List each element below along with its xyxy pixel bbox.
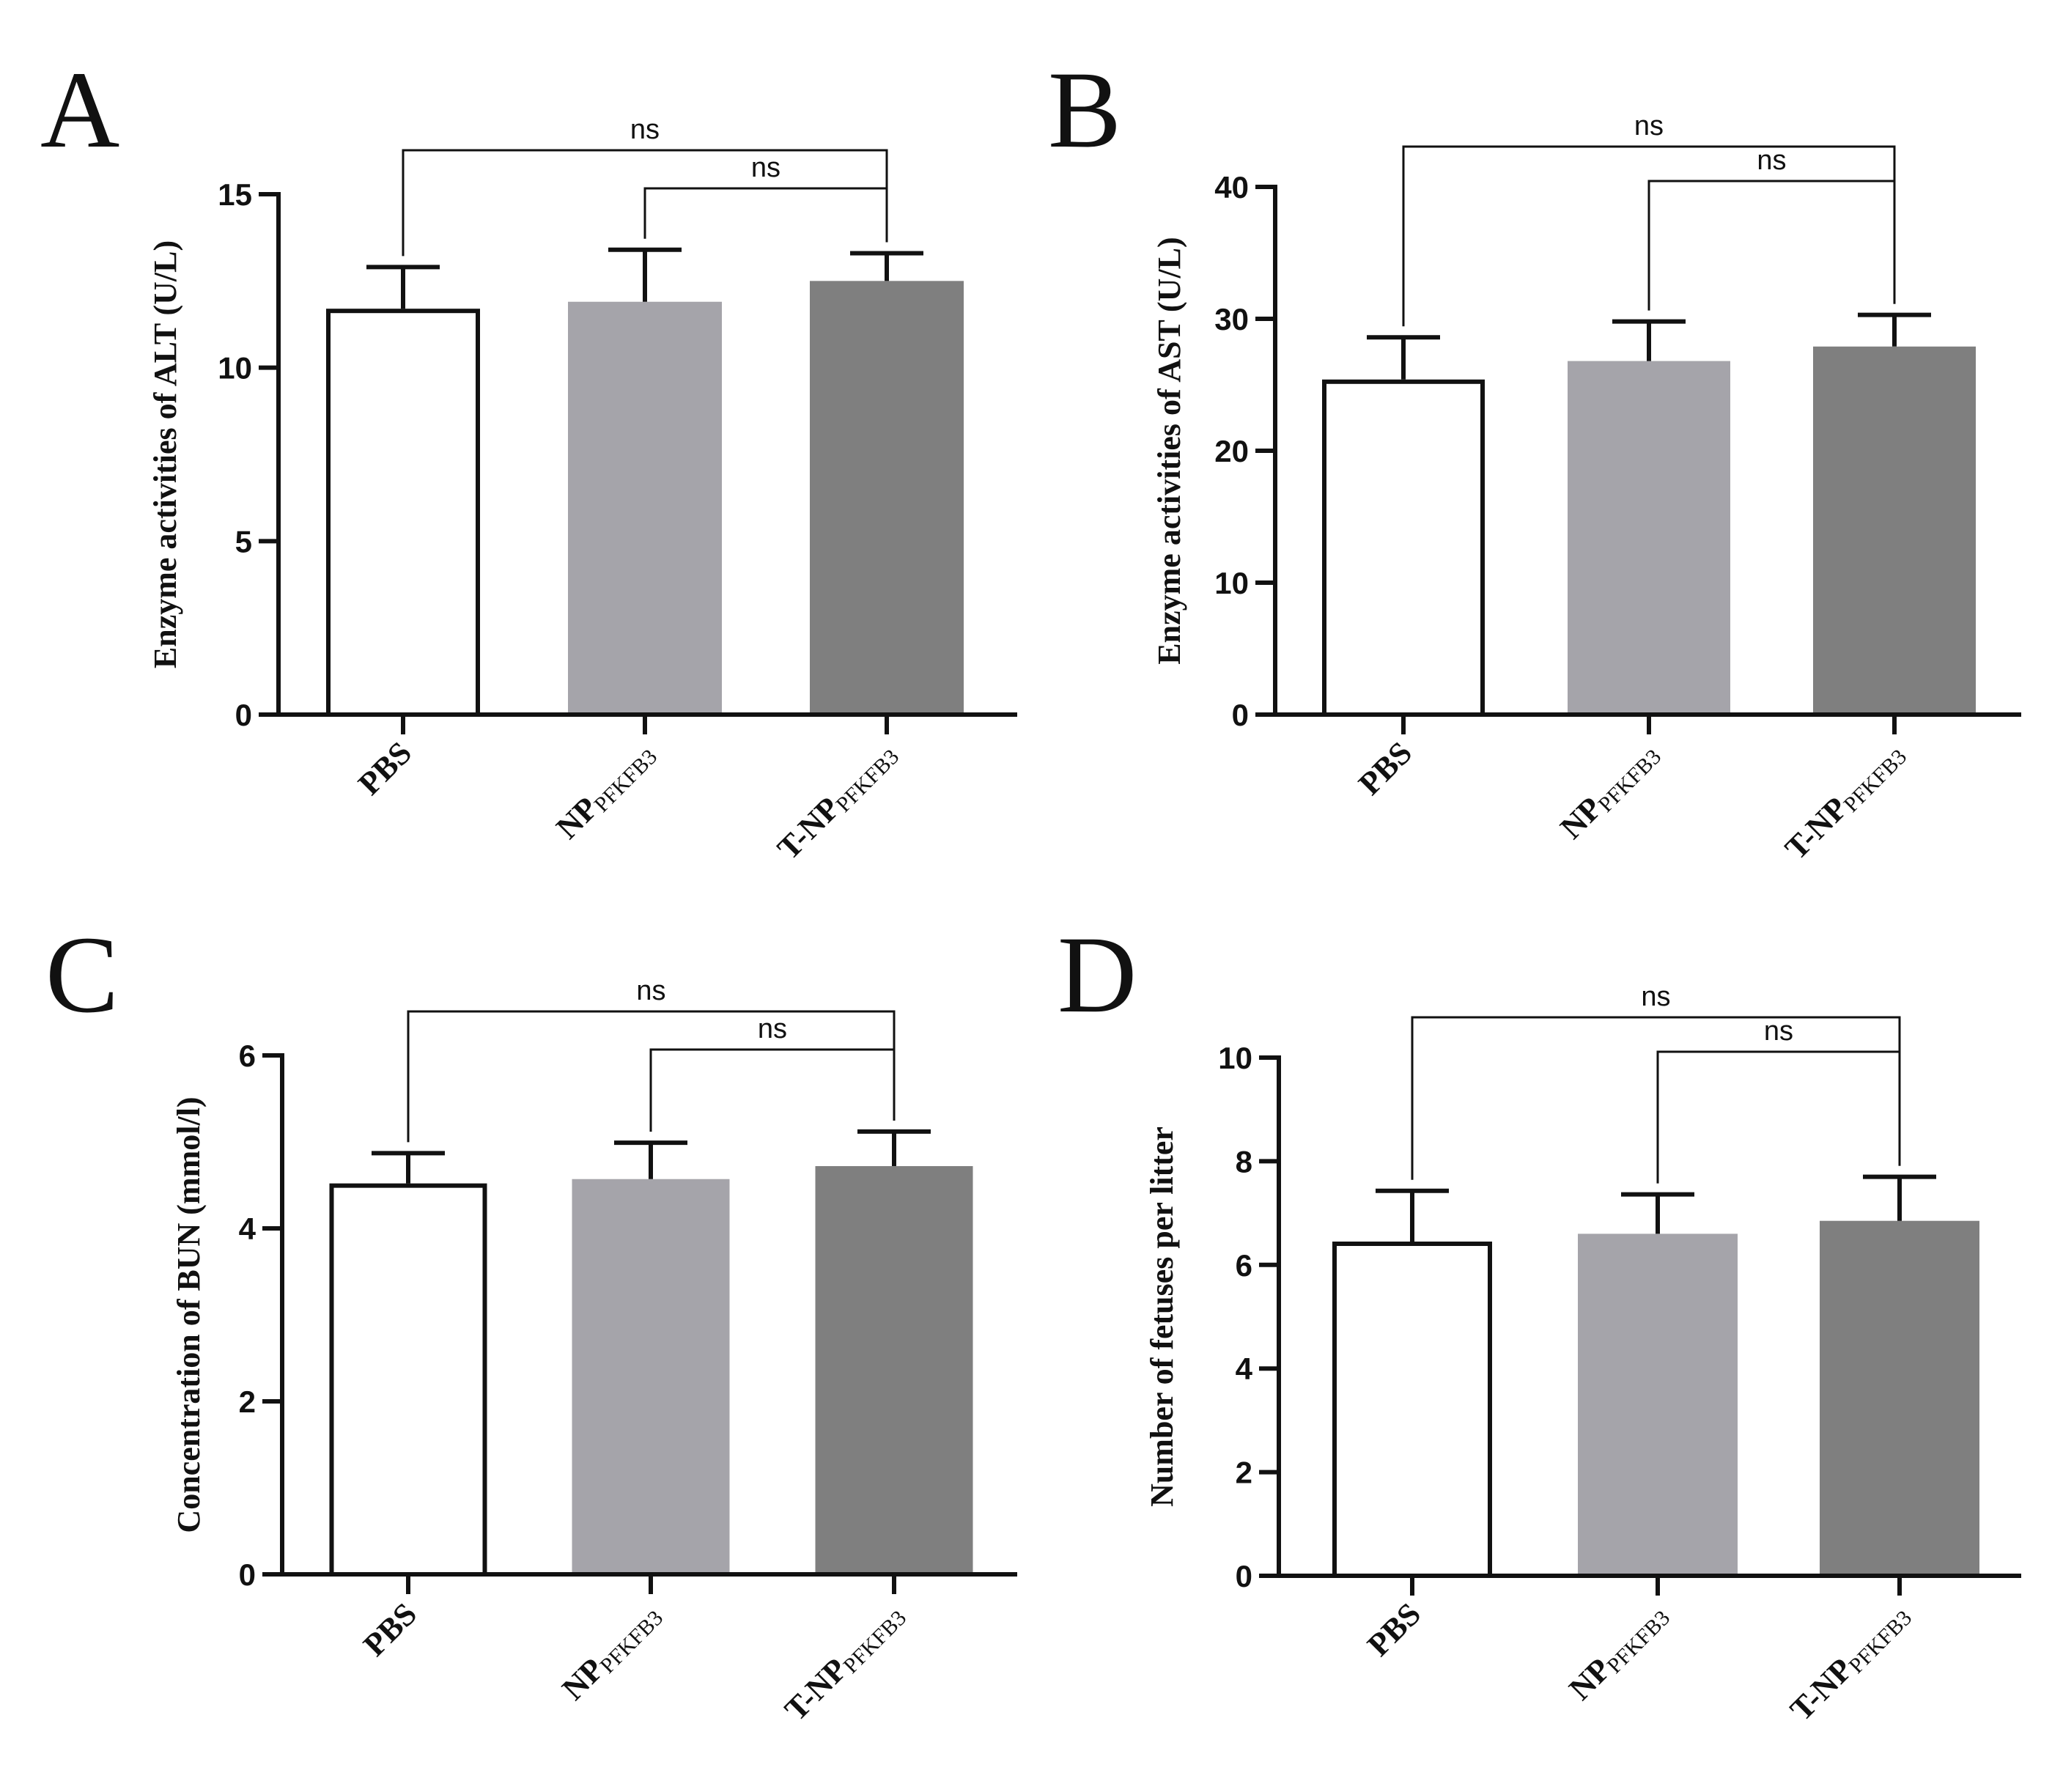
panel-label: D <box>1058 914 1137 1036</box>
significance-bracket <box>1647 180 1896 311</box>
significance-bracket <box>1656 1050 1901 1184</box>
x-tick-label: PBS <box>1351 734 1419 802</box>
bar <box>1322 379 1485 717</box>
bar <box>1820 1220 1979 1576</box>
panel-label: B <box>1048 49 1121 171</box>
x-tick-label: PBS <box>351 734 418 802</box>
y-tick-label: 0 <box>1232 698 1249 732</box>
significance-bracket <box>649 1048 896 1132</box>
x-tick-label: PBS <box>1360 1596 1428 1663</box>
y-axis-label: Number of fetuses per litter <box>1144 1127 1180 1507</box>
chart-panel-b: B 0 10 20 30 40 Enzyme activities of AST (U/L)… <box>1048 49 2021 868</box>
y-tick-label: 0 <box>1236 1559 1252 1593</box>
y-axis-label: Concentration of BUN (mmol/l) <box>171 1096 207 1533</box>
significance-label: ns <box>1764 1016 1793 1047</box>
y-tick-label: 2 <box>239 1384 256 1419</box>
significance-label: ns <box>630 114 660 145</box>
y-tick-label: 8 <box>1236 1144 1252 1179</box>
y-tick-label: 10 <box>218 351 252 386</box>
y-tick-label: 2 <box>1236 1456 1252 1490</box>
bar <box>815 1166 973 1574</box>
x-tick-label: NPPFKFB3 <box>549 734 662 847</box>
y-tick-label: 0 <box>239 1557 256 1592</box>
y-tick-label: 0 <box>235 698 252 732</box>
chart-panel-d: D 0 2 4 6 8 10 Number of fetuses per litter PBS N… <box>1058 914 2021 1729</box>
y-tick-label: 4 <box>239 1212 256 1246</box>
y-axis-label: Enzyme activities of ALT (U/L) <box>147 240 183 668</box>
x-tick-label: PBS <box>356 1596 424 1663</box>
bar <box>1578 1234 1738 1576</box>
y-tick-label: 10 <box>1218 1041 1252 1075</box>
bar <box>326 309 480 717</box>
chart-panel-a: A 0 5 10 15 Enzyme activities of ALT (U/L) PBS… <box>40 49 1017 868</box>
y-tick-label: 6 <box>239 1039 256 1073</box>
significance-bracket <box>643 187 888 243</box>
y-tick-label: 10 <box>1214 566 1249 600</box>
panel-label: A <box>40 49 119 171</box>
bar <box>329 1183 487 1577</box>
chart-panel-c: C 0 2 4 6 Concentration of BUN (mmol/l) PBS NPP… <box>45 914 1017 1729</box>
y-tick-label: 15 <box>218 177 252 212</box>
x-tick-label: NPPFKFB3 <box>1562 1596 1675 1708</box>
y-tick-label: 20 <box>1214 434 1249 468</box>
y-tick-label: 40 <box>1214 170 1249 204</box>
significance-label: ns <box>636 976 665 1006</box>
bar <box>1332 1241 1492 1578</box>
x-tick-label: T-NPPFKFB3 <box>778 1596 911 1729</box>
bar <box>1813 346 1976 715</box>
panel-label: C <box>45 914 119 1036</box>
y-axis-label: Enzyme activities of AST (U/L) <box>1151 237 1187 664</box>
significance-bracket <box>1411 1016 1901 1180</box>
significance-label: ns <box>751 152 780 183</box>
significance-label: ns <box>1641 981 1670 1012</box>
y-tick-label: 30 <box>1214 302 1249 336</box>
x-tick-label: T-NPPFKFB3 <box>770 734 904 868</box>
significance-label: ns <box>758 1014 787 1044</box>
x-tick-label: NPPFKFB3 <box>1553 734 1666 847</box>
bar <box>572 1179 730 1574</box>
bar <box>568 301 722 715</box>
y-tick-label: 4 <box>1236 1352 1253 1386</box>
x-tick-label: NPPFKFB3 <box>555 1596 668 1708</box>
y-tick-label: 5 <box>235 524 252 558</box>
x-tick-label: T-NPPFKFB3 <box>1783 1596 1916 1729</box>
x-tick-label: T-NPPFKFB3 <box>1778 734 1911 868</box>
significance-label: ns <box>1634 111 1664 141</box>
significance-label: ns <box>1757 145 1786 176</box>
y-tick-label: 6 <box>1236 1248 1252 1283</box>
bar <box>1568 361 1730 715</box>
bar <box>810 281 964 715</box>
